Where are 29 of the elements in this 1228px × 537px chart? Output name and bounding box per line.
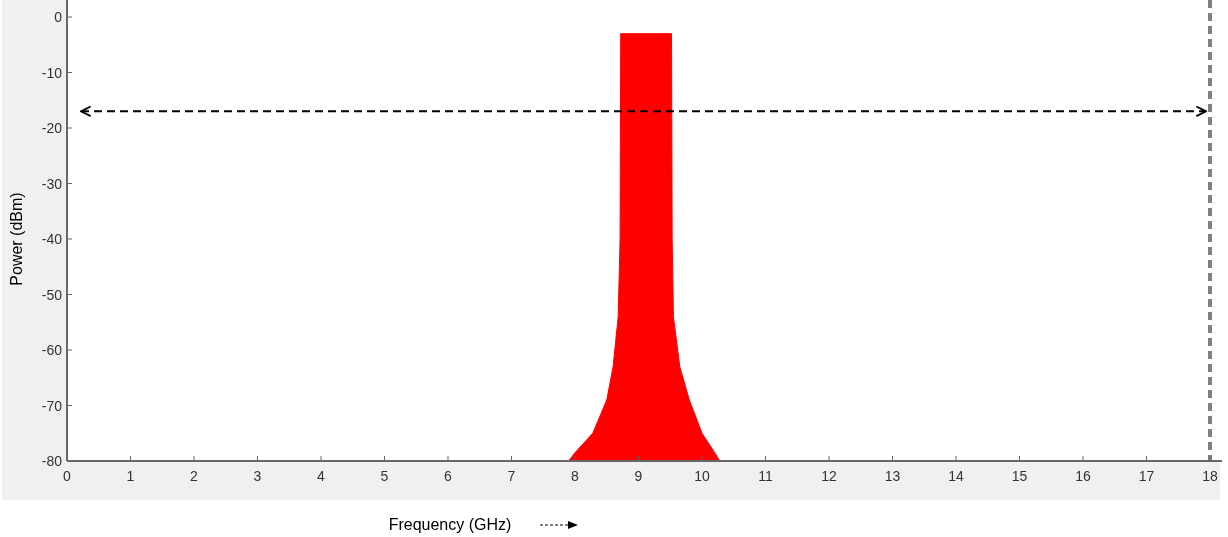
y-tick-label: -20 xyxy=(41,120,63,136)
x-tick-label: 5 xyxy=(380,468,389,484)
y-tick-label: -10 xyxy=(41,64,63,81)
x-tick-label: 1 xyxy=(126,468,135,484)
y-tick-label: 0 xyxy=(54,9,63,25)
x-tick-label: 7 xyxy=(507,468,516,484)
y-tick-label: -80 xyxy=(41,453,63,469)
x-tick-label: 16 xyxy=(1075,468,1091,484)
x-tick-label: 6 xyxy=(444,468,453,484)
x-tick-label: 12 xyxy=(821,468,837,484)
y-tick-label: -50 xyxy=(41,286,63,303)
y-tick-label: -40 xyxy=(41,231,63,247)
x-axis-title: Frequency (GHz) xyxy=(388,516,512,533)
y-tick-label: -60 xyxy=(41,342,63,358)
x-tick-label: 13 xyxy=(884,468,901,484)
y-tick-label: -70 xyxy=(41,397,63,414)
x-tick-label: 9 xyxy=(634,468,643,484)
x-tick-label: 14 xyxy=(948,468,964,484)
x-tick-label: 4 xyxy=(317,468,326,484)
x-tick-label: 15 xyxy=(1011,468,1028,484)
y-tick-label: -30 xyxy=(41,175,63,192)
x-tick-label: 8 xyxy=(571,468,580,484)
x-tick-label: 17 xyxy=(1138,468,1155,484)
x-tick-label: 2 xyxy=(190,468,199,484)
x-tick-label: 3 xyxy=(253,468,262,484)
x-tick-label: 18 xyxy=(1202,468,1218,484)
x-tick-label: 11 xyxy=(758,468,773,484)
x-tick-label: 10 xyxy=(694,468,710,484)
y-axis-title: Power (dBm) xyxy=(8,192,25,286)
